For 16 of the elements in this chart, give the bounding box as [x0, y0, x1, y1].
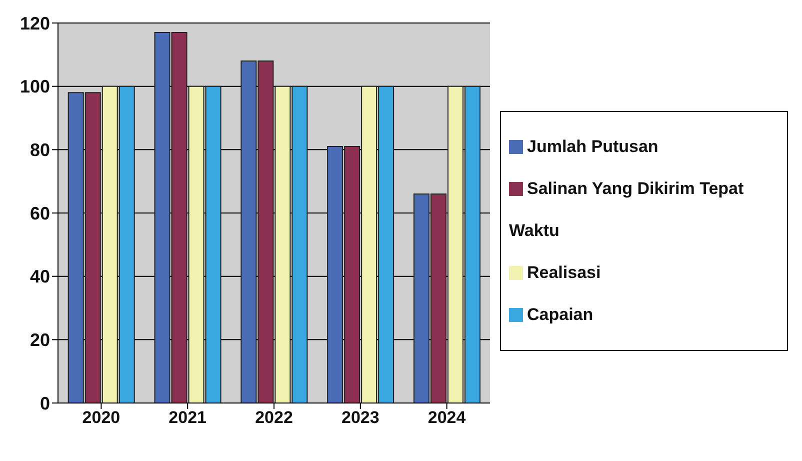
x-tick-label: 2023 [341, 408, 380, 428]
legend-label: Jumlah Putusan [527, 136, 658, 156]
y-tick-label: 80 [30, 140, 50, 160]
y-tick-label: 100 [20, 76, 50, 97]
x-tick-label: 2021 [168, 408, 207, 428]
legend-label: Realisasi [527, 262, 601, 282]
x-tick-label: 2022 [255, 408, 293, 428]
y-tick-label: 40 [30, 266, 50, 287]
y-tick-label: 0 [40, 393, 50, 414]
y-tick-label: 60 [30, 203, 50, 224]
y-tick-label: 120 [20, 13, 50, 34]
legend-label: Capaian [527, 304, 594, 324]
y-tick-label: 20 [30, 330, 50, 350]
text: Salinan Yang Dikirim Tepat Waktu [509, 178, 744, 240]
x-tick-label: 2020 [82, 408, 120, 428]
x-tick-label: 2024 [428, 408, 466, 428]
